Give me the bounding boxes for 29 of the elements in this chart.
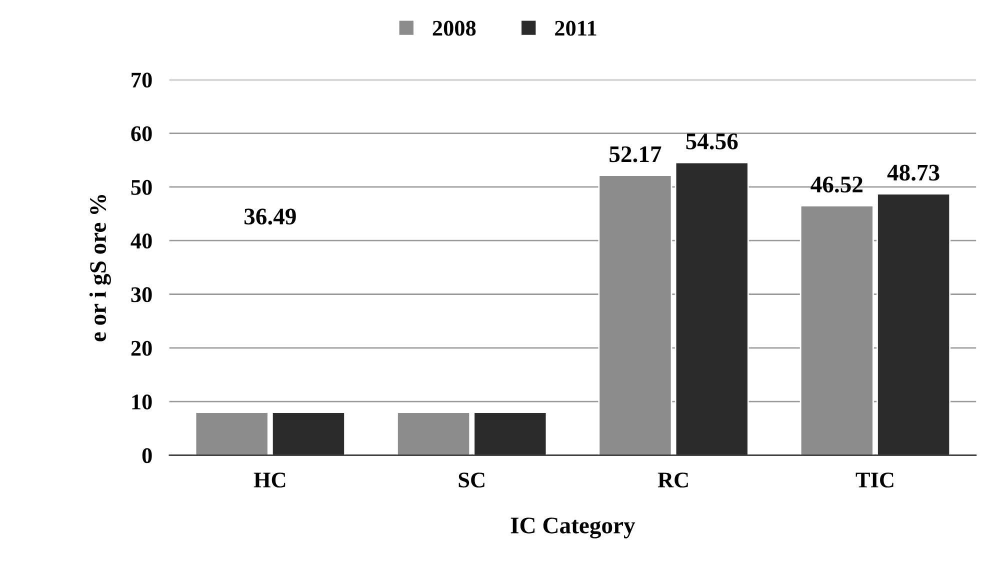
bar <box>271 412 346 456</box>
data-label: 46.52 <box>810 176 862 193</box>
x-tick-label: SC <box>458 472 484 488</box>
y-tick-label: 20 <box>131 340 152 356</box>
y-tick-label: 60 <box>131 126 152 142</box>
bar <box>674 162 749 456</box>
bar <box>598 174 672 456</box>
bar <box>396 412 471 456</box>
bar <box>800 204 874 456</box>
x-axis-title: IC Category <box>510 518 636 538</box>
annotation: 36.49 <box>244 208 296 225</box>
legend-label: 2008 <box>432 20 476 36</box>
y-tick-label: 40 <box>130 234 152 249</box>
x-tick-label: TIC <box>856 472 894 488</box>
bar <box>876 193 951 456</box>
data-label: 52.17 <box>610 146 662 162</box>
bar <box>473 412 548 456</box>
legend-label: 2011 <box>555 20 596 36</box>
data-label: 54.56 <box>686 133 738 150</box>
y-tick-label: 0 <box>142 448 152 464</box>
x-tick-label: HC <box>254 472 286 488</box>
y-tick-label: 70 <box>132 72 152 88</box>
y-tick-label: 30 <box>131 287 152 302</box>
y-tick-label: 10 <box>132 394 152 410</box>
y-axis-title: e or i gS ore % <box>89 194 111 342</box>
y-tick-label: 50 <box>131 180 152 195</box>
x-tick-label: RC <box>658 472 688 488</box>
bar <box>194 412 269 456</box>
data-label: 48.73 <box>887 164 940 181</box>
